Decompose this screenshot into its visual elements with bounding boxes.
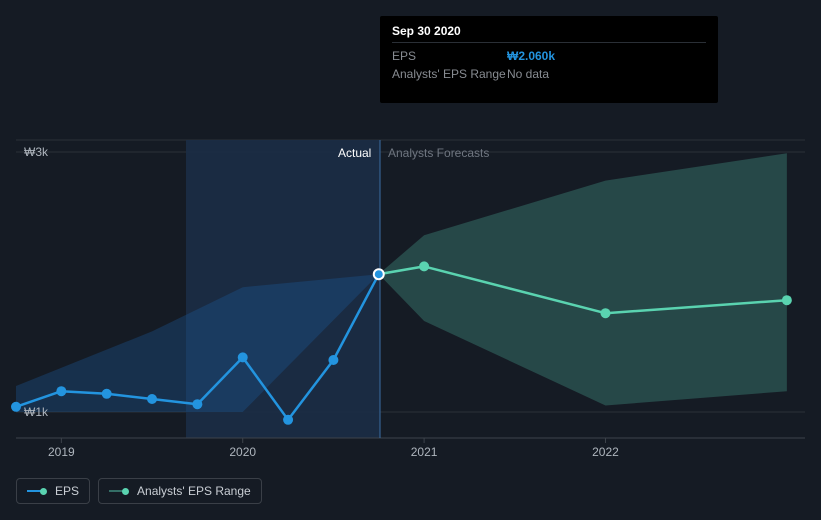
legend-swatch-eps (27, 488, 47, 495)
tooltip-label: EPS (392, 49, 507, 63)
eps-forecast-chart: ₩3k ₩1k 2019 2020 2021 2022 Actual Analy… (0, 0, 821, 520)
legend-item-range[interactable]: Analysts' EPS Range (98, 478, 262, 504)
section-label-forecast: Analysts Forecasts (388, 146, 489, 160)
tooltip-date: Sep 30 2020 (392, 24, 706, 43)
legend-item-eps[interactable]: EPS (16, 478, 90, 504)
tooltip-label: Analysts' EPS Range (392, 67, 507, 81)
tooltip-value: ₩2.060k (507, 49, 555, 63)
legend-label: EPS (55, 484, 79, 498)
x-tick-2019: 2019 (48, 445, 75, 459)
x-tick-2020: 2020 (229, 445, 256, 459)
legend-label: Analysts' EPS Range (137, 484, 251, 498)
x-tick-2021: 2021 (411, 445, 438, 459)
tooltip-row-eps: EPS ₩2.060k (392, 47, 706, 65)
section-label-actual: Actual (338, 146, 371, 160)
y-tick-3k: ₩3k (24, 145, 48, 159)
hover-tooltip: Sep 30 2020 EPS ₩2.060k Analysts' EPS Ra… (380, 16, 718, 103)
chart-legend: EPS Analysts' EPS Range (16, 478, 262, 504)
y-tick-1k: ₩1k (24, 405, 48, 419)
tooltip-value: No data (507, 67, 549, 81)
tooltip-row-range: Analysts' EPS Range No data (392, 65, 706, 83)
legend-swatch-range (109, 488, 129, 495)
x-tick-2022: 2022 (592, 445, 619, 459)
